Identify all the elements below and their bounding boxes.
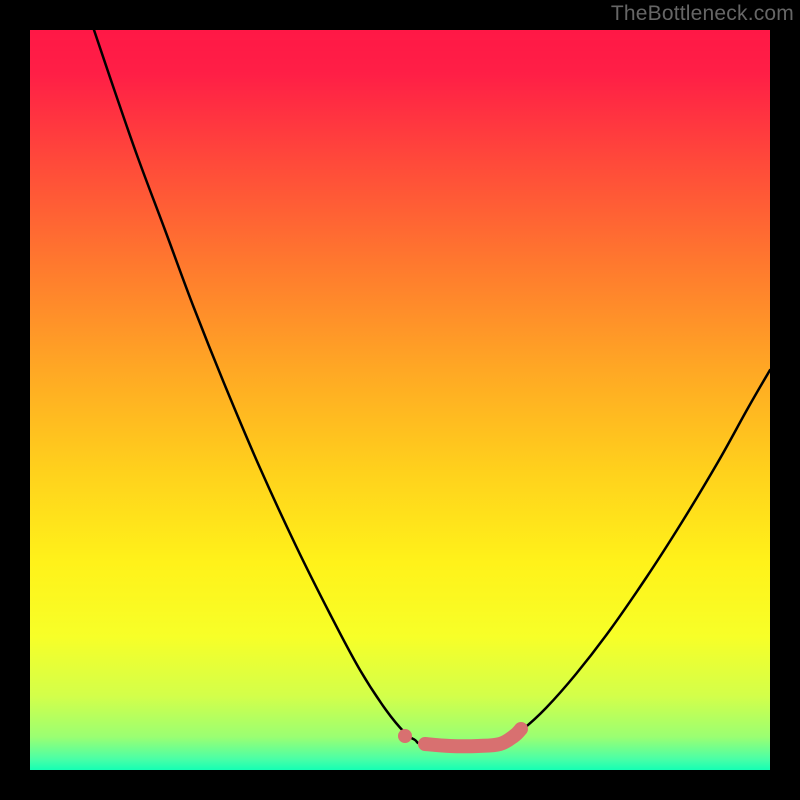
highlight-segment: [425, 729, 521, 746]
plot-area: [30, 30, 770, 770]
highlight-dot: [398, 729, 412, 743]
chart-frame: TheBottleneck.com: [0, 0, 800, 800]
watermark-text: TheBottleneck.com: [611, 2, 794, 26]
bottleneck-curve: [94, 30, 770, 746]
curve-layer: [30, 30, 770, 770]
